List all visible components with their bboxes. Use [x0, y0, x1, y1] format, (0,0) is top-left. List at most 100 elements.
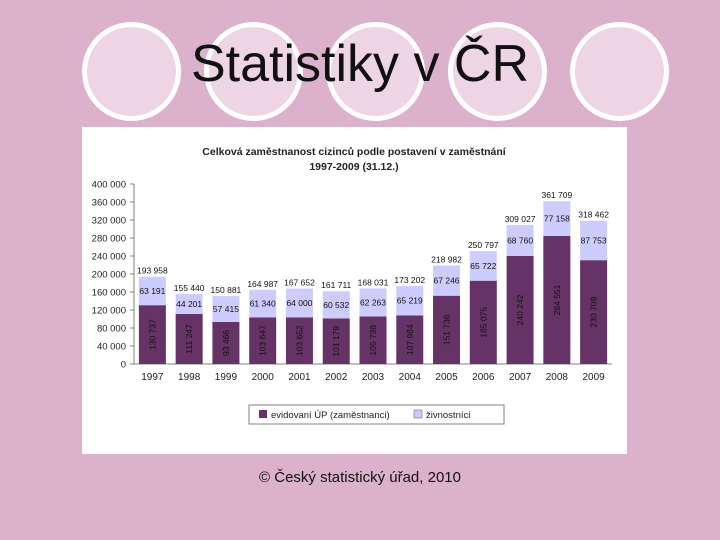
bar-segment-employees: [543, 235, 571, 364]
data-label-total: 161 711: [321, 280, 351, 290]
bar-segment-employees: [359, 316, 387, 364]
y-tick-label: 40 000: [97, 342, 126, 353]
bar-segment-self-employed: [396, 286, 424, 316]
bar-segment-employees: [175, 313, 203, 364]
data-label-employees: 240 242: [515, 294, 525, 325]
data-label-total: 218 982: [431, 254, 462, 264]
data-label-employees: 230 709: [589, 296, 599, 327]
bar-segment-employees: [506, 255, 534, 364]
data-label-self-employed: 62 263: [360, 297, 386, 307]
x-tick-label: 1998: [178, 372, 201, 383]
data-label-employees: 103 652: [294, 325, 304, 356]
legend-swatch-self-employed: [413, 409, 423, 419]
data-label-employees: 103 647: [258, 325, 268, 356]
slide-title: Statistiky v ČR: [190, 35, 530, 93]
x-tick-label: 2005: [435, 372, 458, 383]
y-tick-label: 360 000: [92, 198, 126, 209]
x-tick-label: 2000: [252, 372, 275, 383]
data-label-employees: 111 247: [184, 324, 194, 354]
source-credit: © Český statistický úřad, 2010: [259, 469, 461, 486]
bar-segment-self-employed: [175, 294, 203, 314]
y-tick-label: 200 000: [92, 270, 126, 281]
data-label-self-employed: 63 191: [139, 286, 165, 296]
data-label-employees: 105 738: [368, 325, 378, 356]
data-label-self-employed: 68 760: [507, 235, 533, 245]
x-tick-label: 1999: [215, 372, 238, 383]
data-label-self-employed: 57 415: [213, 304, 239, 314]
data-label-self-employed: 77 158: [544, 214, 570, 224]
x-tick-label: 2001: [288, 372, 311, 383]
bar-segment-self-employed: [138, 276, 166, 306]
x-tick-label: 2009: [582, 372, 605, 383]
legend-box: [248, 404, 505, 425]
bar-segment-self-employed: [322, 291, 350, 319]
data-label-self-employed: 60 532: [323, 300, 349, 310]
bar-segment-employees: [396, 315, 424, 364]
y-tick-label: 280 000: [92, 234, 126, 245]
x-tick-label: 2002: [325, 372, 348, 383]
bar-segment-self-employed: [506, 224, 534, 256]
x-tick-label: 2007: [509, 372, 532, 383]
y-tick-label: 160 000: [92, 288, 126, 299]
decorative-circle: [82, 22, 181, 121]
chart-subtitle: 1997-2009 (31.12.): [309, 161, 398, 173]
data-label-self-employed: 87 753: [581, 235, 607, 245]
data-label-self-employed: 61 340: [250, 299, 276, 309]
decorative-circle: [204, 22, 303, 121]
data-label-employees: 151 736: [442, 314, 452, 345]
data-label-total: 167 652: [284, 278, 315, 288]
bar-segment-employees: [285, 317, 313, 364]
data-label-employees: 107 984: [405, 324, 415, 355]
decorative-circle: [326, 22, 425, 121]
bar-segment-employees: [580, 260, 608, 364]
decorative-circle: [570, 22, 669, 121]
bar-segment-self-employed: [469, 251, 497, 281]
legend-label-self-employed: živnostníci: [426, 410, 470, 421]
chart-panel: Celková zaměstnanost cizinců podle posta…: [82, 127, 627, 454]
data-label-self-employed: 67 246: [434, 276, 460, 286]
data-label-self-employed: 44 201: [176, 299, 202, 309]
bar-segment-employees: [469, 280, 497, 364]
x-tick-label: 1997: [141, 372, 164, 383]
data-label-total: 164 987: [247, 279, 278, 289]
bar-segment-employees: [249, 317, 277, 364]
data-label-total: 250 797: [468, 240, 499, 250]
bar-segment-self-employed: [212, 296, 240, 322]
x-tick-label: 2003: [362, 372, 385, 383]
data-label-self-employed: 65 722: [470, 261, 496, 271]
data-label-employees: 284 551: [552, 284, 562, 315]
bar-segment-employees: [138, 305, 166, 364]
data-label-employees: 93 466: [221, 330, 231, 356]
x-tick-label: 2008: [546, 372, 569, 383]
y-tick-label: 240 000: [92, 252, 126, 263]
data-label-employees: 101 179: [331, 326, 341, 357]
bar-segment-employees: [322, 318, 350, 364]
y-tick-label: 80 000: [97, 324, 126, 335]
y-tick-label: 320 000: [92, 216, 126, 227]
bar-segment-self-employed: [433, 265, 461, 296]
legend-swatch-employees: [259, 410, 267, 418]
bar-chart: Celková zaměstnanost cizinců podle posta…: [92, 146, 612, 425]
data-label-total: 155 440: [174, 283, 205, 293]
bar-segment-self-employed: [580, 220, 608, 261]
decorative-circle: [448, 22, 547, 121]
y-tick-label: 120 000: [92, 306, 126, 317]
data-label-employees: 185 075: [478, 307, 488, 338]
legend-label-employees: evidovaní ÚP (zaměstnanci): [271, 410, 390, 421]
x-tick-label: 2004: [399, 372, 422, 383]
data-label-self-employed: 64 000: [286, 298, 312, 308]
data-label-employees: 130 737: [147, 319, 157, 350]
data-label-total: 361 709: [541, 190, 572, 200]
chart-title: Celková zaměstnanost cizinců podle posta…: [202, 146, 507, 158]
data-label-total: 193 958: [137, 266, 168, 276]
bar-segment-employees: [433, 295, 461, 364]
x-tick-label: 2006: [472, 372, 495, 383]
y-tick-label: 0: [121, 360, 126, 371]
data-label-total: 318 462: [578, 210, 609, 220]
bar-segment-self-employed: [249, 289, 277, 318]
data-label-total: 168 031: [358, 277, 389, 287]
bar-segment-employees: [212, 321, 240, 364]
bar-segment-self-employed: [359, 288, 387, 317]
data-label-total: 309 027: [505, 214, 536, 224]
data-label-total: 173 202: [394, 275, 425, 285]
